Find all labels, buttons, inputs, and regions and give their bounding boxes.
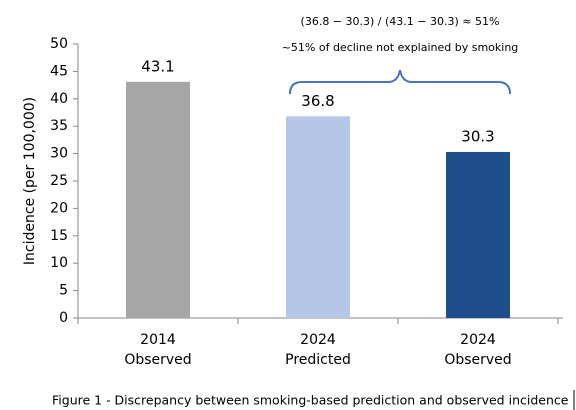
y-tick-label: 25 <box>50 173 68 189</box>
annotation: ~51% of decline not explained by smoking <box>282 41 519 54</box>
y-tick-label: 20 <box>50 200 68 216</box>
annotation: (36.8 − 30.3) / (43.1 − 30.3) ≈ 51% <box>301 15 500 28</box>
x-tick-label: 2024 <box>300 332 336 348</box>
x-tick-label: Observed <box>124 352 191 368</box>
data-label: 43.1 <box>141 57 174 75</box>
data-label: 36.8 <box>301 92 334 110</box>
brace <box>289 69 511 95</box>
y-tick-label: 5 <box>59 283 68 299</box>
x-tick-label: 2014 <box>140 332 176 348</box>
y-tick-label: 15 <box>50 228 68 244</box>
bar <box>446 151 510 318</box>
bar <box>126 81 190 318</box>
y-tick-label: 10 <box>50 255 68 271</box>
y-tick-label: 40 <box>50 91 68 107</box>
x-tick-label: Observed <box>444 352 511 368</box>
y-tick-label: 35 <box>50 118 68 134</box>
data-label: 30.3 <box>461 127 494 145</box>
y-tick-label: 0 <box>59 310 68 326</box>
y-axis-label: Incidence (per 100,000) <box>22 97 38 265</box>
x-tick-label: 2024 <box>460 332 496 348</box>
bar <box>286 116 350 318</box>
y-tick-label: 45 <box>50 63 68 79</box>
y-tick-label: 50 <box>50 36 68 52</box>
y-tick-label: 30 <box>50 146 68 162</box>
caption: Figure 1 - Discrepancy between smoking-b… <box>52 393 569 408</box>
x-tick-label: Predicted <box>285 352 351 368</box>
